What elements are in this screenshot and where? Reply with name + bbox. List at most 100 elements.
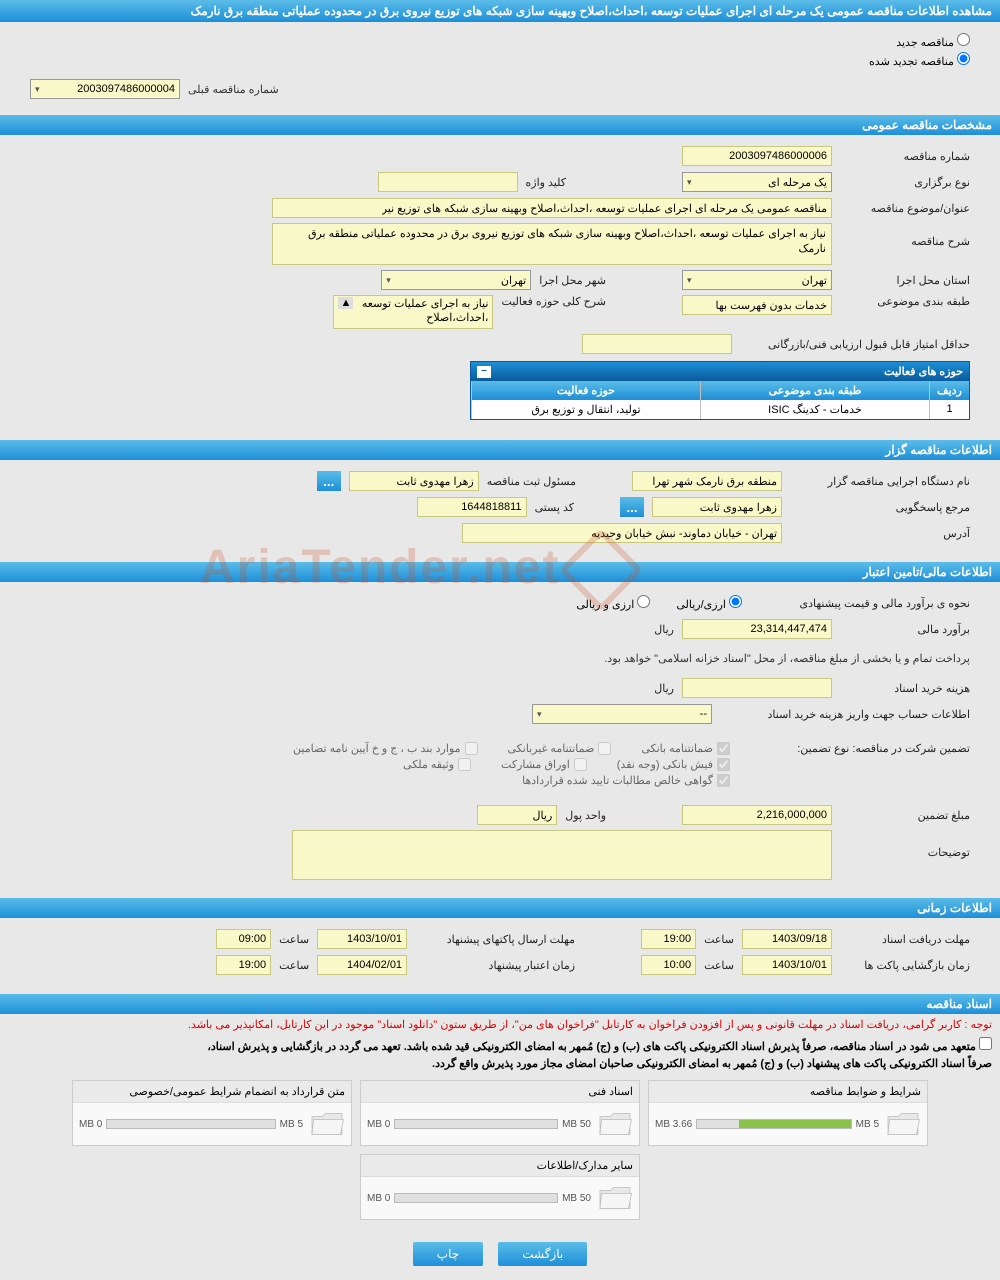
doc-title: سایر مدارک/اطلاعات: [361, 1155, 639, 1177]
subject-field: مناقصه عمومی یک مرحله ای اجرای عملیات تو…: [272, 198, 832, 218]
prev-tender-label: شماره مناقصه قبلی: [188, 83, 279, 96]
org-field: منطقه برق نارمک شهر تهرا: [632, 471, 782, 491]
docs-commit1: متعهد می شود در اسناد مناقصه، صرفاً پذیر…: [0, 1035, 1000, 1055]
chk-bank[interactable]: ضمانتنامه بانکی: [641, 742, 730, 755]
reg-label: مسئول ثبت مناقصه: [487, 475, 576, 488]
province-select[interactable]: تهران▾: [682, 270, 832, 290]
hour-label3: ساعت: [704, 959, 734, 972]
keyword-label: کلید واژه: [526, 176, 566, 189]
chevron-down-icon: ▾: [687, 177, 692, 188]
doc-cost-label: هزینه خرید اسناد: [840, 682, 970, 695]
chk-bonds[interactable]: اوراق مشارکت: [501, 758, 587, 771]
subject-label: عنوان/موضوع مناقصه: [840, 202, 970, 215]
col-class: طبقه بندی موضوعی: [700, 381, 929, 400]
commit-checkbox[interactable]: [979, 1037, 992, 1050]
ref-browse-button[interactable]: ...: [620, 497, 644, 517]
print-button[interactable]: چاپ: [413, 1242, 483, 1266]
receive-label: مهلت دریافت اسناد: [840, 933, 970, 946]
radio-both[interactable]: ارزی و ریالی: [576, 595, 650, 611]
chk-claims[interactable]: گواهی خالص مطالبات تایید شده قراردادها: [522, 774, 730, 787]
section-general: مشخصات مناقصه عمومی: [0, 115, 1000, 135]
doc-cost-field[interactable]: [682, 678, 832, 698]
section-time: اطلاعات زمانی: [0, 898, 1000, 918]
min-score-label: حداقل امتیاز قابل قبول ارزیابی فنی/بازرگ…: [740, 338, 970, 351]
reg-browse-button[interactable]: ...: [317, 471, 341, 491]
chevron-down-icon: ▾: [687, 275, 692, 286]
doc-card[interactable]: اسناد فنی50 MB0 MB: [360, 1080, 640, 1146]
postal-label: کد پستی: [535, 501, 574, 514]
activity-table: حوزه های فعالیت – ردیف طبقه بندی موضوعی …: [470, 361, 970, 420]
chevron-down-icon: ▾: [35, 84, 40, 95]
account-select[interactable]: --▾: [532, 704, 712, 724]
col-row: ردیف: [929, 381, 969, 400]
reg-field: زهرا مهدوی ثابت: [349, 471, 479, 491]
table-row: 1خدمات - کدینگ ISICتولید، انتقال و توزیع…: [471, 400, 969, 419]
docs-warning: توجه : کاربر گرامی، دریافت اسناد در مهلت…: [0, 1014, 1000, 1035]
scope-label: شرح کلی حوزه فعالیت: [501, 295, 606, 308]
doc-card[interactable]: سایر مدارک/اطلاعات50 MB0 MB: [360, 1154, 640, 1220]
doc-title: شرایط و ضوابط مناقصه: [649, 1081, 927, 1103]
scope-field[interactable]: نیاز به اجرای عملیات توسعه ،احداث،اصلاح▲: [333, 295, 493, 329]
min-score-field[interactable]: [582, 334, 732, 354]
doc-card[interactable]: شرایط و ضوابط مناقصه5 MB3.66 MB: [648, 1080, 928, 1146]
unit-label: واحد پول: [565, 809, 606, 822]
unit-field: ریال: [477, 805, 557, 825]
treasury-note: پرداخت تمام و یا بخشی از مبلغ مناقصه، از…: [0, 650, 1000, 667]
addr-label: آدرس: [790, 527, 970, 540]
chevron-down-icon: ▾: [386, 275, 391, 286]
radio-renewed[interactable]: مناقصه تجدید شده: [30, 52, 970, 68]
tender-type-radios: مناقصه جدید مناقصه تجدید شده: [0, 22, 1000, 79]
doc-title: اسناد فنی: [361, 1081, 639, 1103]
tender-no-label: شماره مناقصه: [840, 150, 970, 163]
radio-renewed-label: مناقصه تجدید شده: [869, 56, 954, 68]
ref-field: زهرا مهدوی ثابت: [652, 497, 782, 517]
doc-card[interactable]: متن قرارداد به انضمام شرایط عمومی/خصوصی5…: [72, 1080, 352, 1146]
receive-date: 1403/09/18: [742, 929, 832, 949]
guarantee-amount-label: مبلغ تضمین: [840, 809, 970, 822]
validity-label: زمان اعتبار پیشنهاد: [415, 959, 575, 972]
section-financial: اطلاعات مالی/تامین اعتبار: [0, 562, 1000, 582]
minimize-icon[interactable]: –: [477, 366, 491, 378]
radio-rial[interactable]: ارزی/ریالی: [676, 595, 742, 611]
desc-field: نیاز به اجرای عملیات توسعه ،احداث،اصلاح …: [272, 223, 832, 265]
desc-label: شرح مناقصه: [840, 223, 970, 248]
hour-label2: ساعت: [279, 933, 309, 946]
receive-time: 19:00: [641, 929, 696, 949]
keyword-field[interactable]: [378, 172, 518, 192]
docs-commit2: صرفاً اسناد الکترونیکی پاکت های پیشنهاد …: [0, 1055, 1000, 1072]
back-button[interactable]: بازگشت: [498, 1242, 587, 1266]
class-field: خدمات بدون فهرست بها: [682, 295, 832, 315]
chk-property[interactable]: وثیقه ملکی: [403, 758, 471, 771]
prev-tender-select[interactable]: 2003097486000004 ▾: [30, 79, 180, 99]
chk-bylaw[interactable]: موارد بند ب ، ج و خ آیین نامه تضامین: [293, 742, 477, 755]
submit-label: مهلت ارسال پاکتهای پیشنهاد: [415, 933, 575, 946]
open-date: 1403/10/01: [742, 955, 832, 975]
estimate-field: 23,314,447,474: [682, 619, 832, 639]
col-scope: حوزه فعالیت: [471, 381, 700, 400]
section-holder: اطلاعات مناقصه گزار: [0, 440, 1000, 460]
hold-type-select[interactable]: یک مرحله ای▾: [682, 172, 832, 192]
page-title: مشاهده اطلاعات مناقصه عمومی یک مرحله ای …: [0, 0, 1000, 22]
account-label: اطلاعات حساب جهت واریز هزینه خرید اسناد: [720, 708, 970, 721]
radio-new[interactable]: مناقصه جدید: [30, 33, 970, 49]
chevron-down-icon: ▾: [537, 709, 542, 720]
section-docs: اسناد مناقصه: [0, 994, 1000, 1014]
currency-label: ریال: [654, 623, 674, 636]
chk-cash[interactable]: فیش بانکی (وجه نقد): [617, 758, 730, 771]
remarks-field[interactable]: [292, 830, 832, 880]
org-label: نام دستگاه اجرایی مناقصه گزار: [790, 475, 970, 488]
remarks-label: توضیحات: [840, 830, 970, 859]
chk-nonbank[interactable]: ضمانتنامه غیربانکی: [508, 742, 612, 755]
submit-date: 1403/10/01: [317, 929, 407, 949]
tender-no-field: 2003097486000006: [682, 146, 832, 166]
ref-label: مرجع پاسخگویی: [790, 501, 970, 514]
city-select[interactable]: تهران▾: [381, 270, 531, 290]
open-label: زمان بازگشایی پاکت ها: [840, 959, 970, 972]
est-method-label: نحوه ی برآورد مالی و قیمت پیشنهادی: [750, 597, 970, 610]
submit-time: 09:00: [216, 929, 271, 949]
postal-field: 1644818811: [417, 497, 527, 517]
addr-field: تهران - خیابان دماوند- نبش خیابان وحیدیه: [462, 523, 782, 543]
hour-label: ساعت: [704, 933, 734, 946]
guarantee-amount-field: 2,216,000,000: [682, 805, 832, 825]
validity-time: 19:00: [216, 955, 271, 975]
